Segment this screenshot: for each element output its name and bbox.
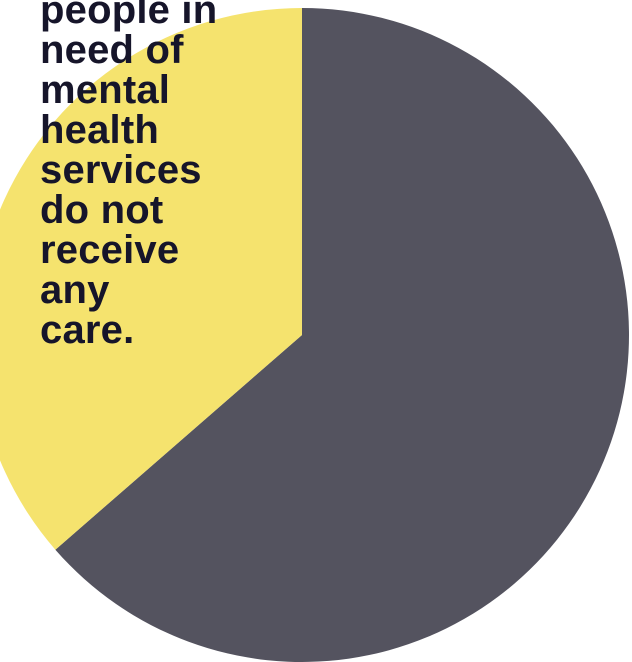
annotation-line: health (40, 108, 159, 152)
annotation-line: people in (40, 0, 218, 32)
annotation-line: care. (40, 308, 135, 352)
annotation-line: do not (40, 188, 164, 232)
annotation-text: people in need of mental health services do n… (40, 0, 290, 350)
annotation-line: services (40, 148, 202, 192)
annotation-line: need of (40, 28, 184, 72)
pie-slice-no-care (55, 8, 630, 662)
pie-slice-care (0, 8, 302, 550)
annotation-line: mental (40, 68, 171, 112)
annotation-line: receive (40, 228, 180, 272)
annotation-line: any (40, 268, 110, 312)
